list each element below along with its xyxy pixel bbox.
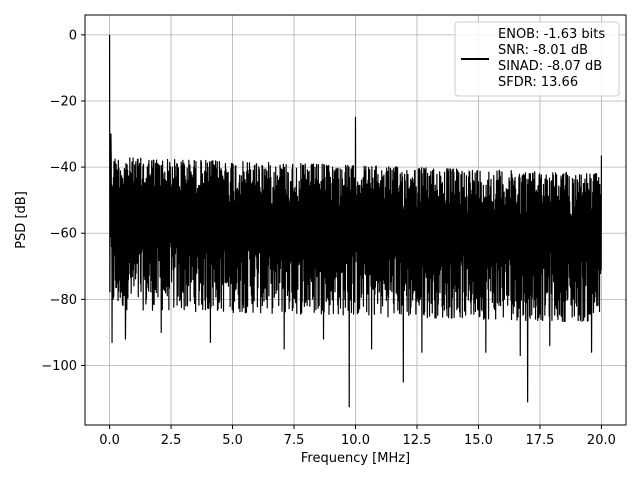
x-tick-label: 7.5	[284, 433, 305, 448]
y-axis-ticks: 0 −20 −40 −60 −80 −100	[41, 28, 85, 374]
y-axis-label: PSD [dB]	[14, 191, 29, 249]
y-tick-label: −40	[50, 161, 77, 176]
x-tick-label: 10.0	[341, 433, 370, 448]
y-tick-label: −20	[50, 94, 77, 109]
x-tick-label: 2.5	[161, 433, 182, 448]
y-tick-label: 0	[69, 28, 77, 43]
x-tick-label: 20.0	[587, 433, 616, 448]
psd-trace	[108, 34, 603, 408]
legend-box	[454, 21, 620, 97]
x-tick-label: 15.0	[464, 433, 493, 448]
x-tick-label: 0.0	[99, 433, 120, 448]
x-tick-label: 5.0	[222, 433, 243, 448]
psd-series	[108, 34, 603, 408]
x-axis-label: Frequency [MHz]	[301, 451, 410, 466]
x-tick-label: 17.5	[525, 433, 554, 448]
legend-entry: SNR: -8.01 dB	[498, 43, 588, 58]
legend-entry: SINAD: -8.07 dB	[498, 59, 602, 74]
x-tick-label: 12.5	[403, 433, 432, 448]
legend-entry: SFDR: 13.66	[498, 75, 578, 90]
y-tick-label: −80	[50, 293, 77, 308]
y-tick-label: −60	[50, 227, 77, 242]
y-tick-label: −100	[41, 359, 77, 374]
x-axis-ticks: 0.0 2.5 5.0 7.5 10.0 12.5 15.0 17.5 20.0	[99, 425, 616, 448]
legend-entry: ENOB: -1.63 bits	[498, 27, 605, 42]
